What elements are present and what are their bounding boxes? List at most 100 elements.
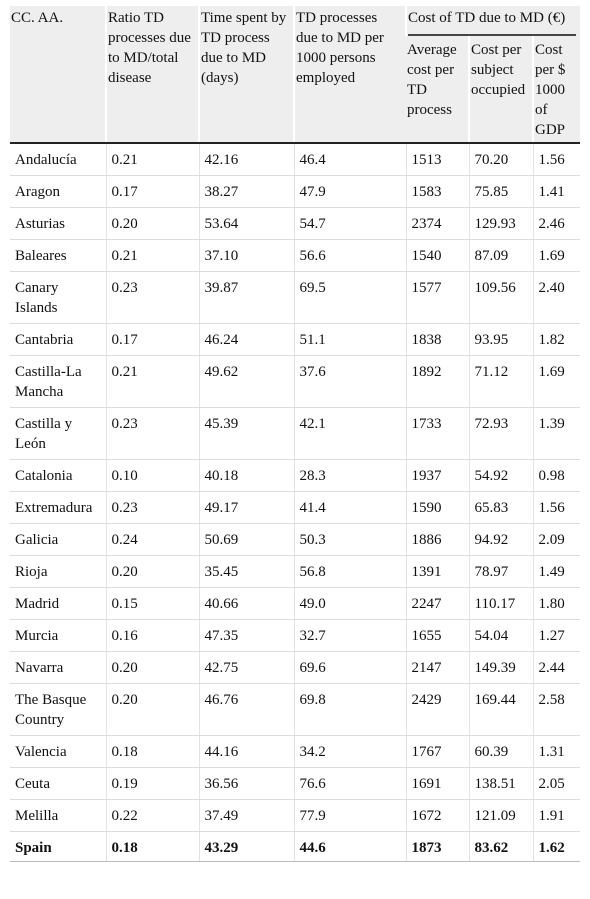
cell-time-spent: 40.18 [199,459,295,492]
table-row: Murcia 0.16 47.35 32.7 1655 54.04 1.27 [10,619,580,652]
cell-processes-per-1000: 76.6 [294,767,407,800]
cell-average-cost: 2247 [406,587,470,620]
header-cost-per-subject: Cost per subject occupied [468,36,533,144]
cell-processes-per-1000: 42.1 [294,407,407,460]
cell-cost-per-gdp: 1.31 [533,735,580,768]
cell-ratio: 0.20 [106,651,200,684]
cell-average-cost: 1886 [406,523,470,556]
cell-processes-per-1000: 54.7 [294,207,407,240]
cell-cost-per-subject: 94.92 [469,523,534,556]
cell-time-spent: 42.16 [199,143,295,176]
table-row: Madrid 0.15 40.66 49.0 2247 110.17 1.80 [10,587,580,620]
cell-cost-per-gdp: 1.80 [533,587,580,620]
cell-cost-per-subject: 54.92 [469,459,534,492]
cell-cost-per-subject: 70.20 [469,143,534,176]
cell-region: Galicia [10,523,107,556]
header-time-spent: Time spent by TD process due to MD (days… [198,6,294,144]
cost-table: CC. AA. Ratio TD processes due to MD/tot… [10,6,580,862]
cell-processes-per-1000: 50.3 [294,523,407,556]
cell-time-spent: 53.64 [199,207,295,240]
cell-cost-per-subject: 87.09 [469,239,534,272]
cell-region: Navarra [10,651,107,684]
table-row: Galicia 0.24 50.69 50.3 1886 94.92 2.09 [10,523,580,556]
cell-processes-per-1000: 34.2 [294,735,407,768]
cell-ratio: 0.22 [106,799,200,832]
cell-cost-per-subject: 110.17 [469,587,534,620]
cell-region: The Basque Country [10,683,107,736]
cell-cost-per-gdp: 1.39 [533,407,580,460]
cell-cost-per-subject: 72.93 [469,407,534,460]
table-row: Canary Islands 0.23 39.87 69.5 1577 109.56 2.4… [10,271,580,324]
cell-average-cost: 2374 [406,207,470,240]
cell-cost-per-gdp: 1.62 [533,831,580,862]
cell-processes-per-1000: 28.3 [294,459,407,492]
cell-cost-per-gdp: 1.41 [533,175,580,208]
cell-ratio: 0.23 [106,407,200,460]
cell-processes-per-1000: 69.5 [294,271,407,324]
header-cost-group-label: Cost of TD due to MD (€) [408,8,576,36]
table-row: Valencia 0.18 44.16 34.2 1767 60.39 1.31 [10,735,580,768]
table-row: Castilla-La Mancha 0.21 49.62 37.6 1892 71.12… [10,355,580,408]
table-row: Extremadura 0.23 49.17 41.4 1590 65.83 1.56 [10,491,580,524]
cell-average-cost: 1590 [406,491,470,524]
cell-cost-per-subject: 138.51 [469,767,534,800]
cell-cost-per-gdp: 1.91 [533,799,580,832]
cell-time-spent: 38.27 [199,175,295,208]
cell-ratio: 0.16 [106,619,200,652]
header-processes-per-1000: TD processes due to MD per 1000 persons … [293,6,406,144]
table-row: Cantabria 0.17 46.24 51.1 1838 93.95 1.82 [10,323,580,356]
cell-ratio: 0.19 [106,767,200,800]
cell-cost-per-subject: 83.62 [469,831,534,862]
cell-average-cost: 2147 [406,651,470,684]
cell-region: Extremadura [10,491,107,524]
cell-time-spent: 40.66 [199,587,295,620]
cell-average-cost: 1655 [406,619,470,652]
cell-average-cost: 1838 [406,323,470,356]
cell-cost-per-gdp: 1.49 [533,555,580,588]
header-region: CC. AA. [10,6,106,144]
cell-ratio: 0.20 [106,555,200,588]
cell-average-cost: 1691 [406,767,470,800]
cell-average-cost: 1892 [406,355,470,408]
cell-average-cost: 2429 [406,683,470,736]
cell-ratio: 0.23 [106,491,200,524]
cell-region: Castilla-La Mancha [10,355,107,408]
cell-ratio: 0.21 [106,355,200,408]
cell-region: Canary Islands [10,271,107,324]
cell-cost-per-subject: 169.44 [469,683,534,736]
cell-processes-per-1000: 37.6 [294,355,407,408]
cell-ratio: 0.24 [106,523,200,556]
cell-region: Murcia [10,619,107,652]
cell-region: Ceuta [10,767,107,800]
cell-cost-per-gdp: 1.56 [533,143,580,176]
cell-time-spent: 49.17 [199,491,295,524]
cell-cost-per-gdp: 1.69 [533,355,580,408]
cell-processes-per-1000: 56.8 [294,555,407,588]
cell-time-spent: 46.76 [199,683,295,736]
table-row: Ceuta 0.19 36.56 76.6 1691 138.51 2.05 [10,767,580,800]
cell-cost-per-subject: 60.39 [469,735,534,768]
cell-ratio: 0.21 [106,143,200,176]
cell-cost-per-gdp: 1.27 [533,619,580,652]
cell-ratio: 0.17 [106,175,200,208]
cell-processes-per-1000: 77.9 [294,799,407,832]
cell-time-spent: 39.87 [199,271,295,324]
cell-region: Spain [10,831,107,862]
cell-cost-per-subject: 75.85 [469,175,534,208]
cell-time-spent: 37.49 [199,799,295,832]
cell-cost-per-subject: 149.39 [469,651,534,684]
cell-time-spent: 36.56 [199,767,295,800]
table-row: Rioja 0.20 35.45 56.8 1391 78.97 1.49 [10,555,580,588]
cell-time-spent: 46.24 [199,323,295,356]
cell-average-cost: 1583 [406,175,470,208]
cell-cost-per-gdp: 1.69 [533,239,580,272]
cell-region: Cantabria [10,323,107,356]
cell-ratio: 0.10 [106,459,200,492]
table-row: Melilla 0.22 37.49 77.9 1672 121.09 1.91 [10,799,580,832]
cell-average-cost: 1733 [406,407,470,460]
cell-cost-per-subject: 93.95 [469,323,534,356]
cell-processes-per-1000: 56.6 [294,239,407,272]
cell-cost-per-subject: 121.09 [469,799,534,832]
cell-time-spent: 43.29 [199,831,295,862]
cell-cost-per-gdp: 2.58 [533,683,580,736]
